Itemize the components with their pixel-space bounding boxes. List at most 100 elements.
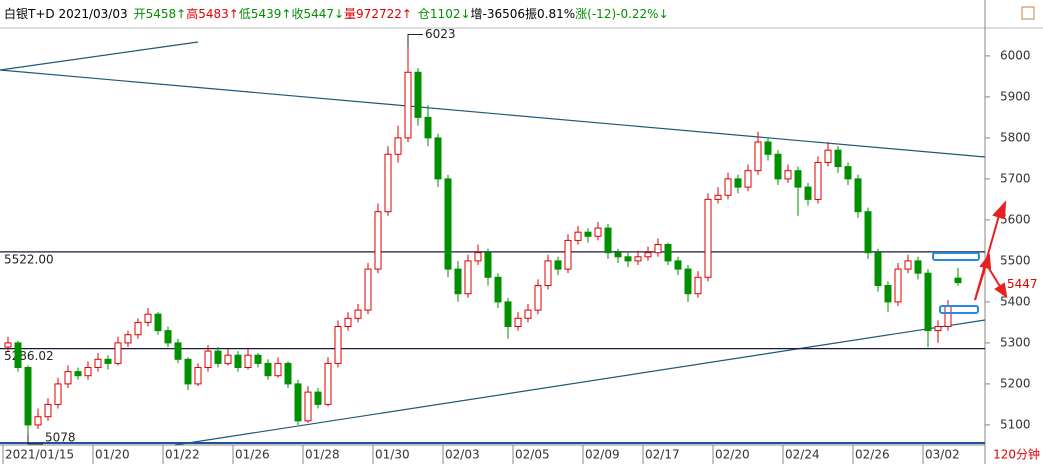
candle-body xyxy=(154,313,162,332)
candle-body xyxy=(494,276,502,303)
candle-body xyxy=(664,243,672,262)
y-tick-label: 6000 xyxy=(1000,48,1031,62)
candle-body xyxy=(194,367,202,385)
candle-body xyxy=(804,186,812,200)
candle-body xyxy=(904,260,912,270)
y-tick-label: 5900 xyxy=(1000,89,1031,103)
level-label: 5286.02 xyxy=(4,349,54,363)
candle-body xyxy=(924,272,932,332)
candle-body xyxy=(544,260,552,286)
candle-body xyxy=(244,354,252,369)
candle-body xyxy=(704,198,712,278)
candle-body xyxy=(384,153,392,213)
candle-body xyxy=(374,211,382,270)
candle-body xyxy=(814,161,822,200)
header: 白银T+D 2021/03/03 开5458↑高5483↑低5439↑收5447↓… xyxy=(4,6,669,21)
x-tick-label: 01/28 xyxy=(305,448,340,462)
header-item: 量972722↑ xyxy=(344,7,412,21)
candle-body xyxy=(594,227,602,237)
candle-body xyxy=(624,256,632,262)
y-tick-label: 5700 xyxy=(1000,171,1031,185)
candle-body xyxy=(934,326,942,332)
candle-body xyxy=(44,403,52,418)
x-tick-label: 2021/01/15 xyxy=(5,448,74,462)
candle-body xyxy=(744,170,752,188)
level-label: 5522.00 xyxy=(4,252,54,266)
candle-body xyxy=(884,284,892,303)
x-tick-label: 02/05 xyxy=(515,448,550,462)
candle-body xyxy=(774,153,782,180)
arrows xyxy=(974,200,1008,301)
candle-body xyxy=(434,137,442,180)
candle-body xyxy=(444,178,452,270)
timeframe-label: 120分钟 xyxy=(993,447,1040,462)
header-item: 涨(-12)-0.22%↓ xyxy=(575,6,668,21)
candle-body xyxy=(74,371,82,377)
candle-body xyxy=(874,252,882,286)
candle-body xyxy=(124,334,132,344)
candle-body xyxy=(834,149,842,168)
candle-body xyxy=(894,268,902,303)
x-tick-label: 01/26 xyxy=(235,448,270,462)
high-pointer xyxy=(407,33,423,47)
candle-body xyxy=(204,350,212,369)
candle-body xyxy=(724,178,732,196)
candle-body xyxy=(864,211,872,254)
x-tick-label: 02/17 xyxy=(645,448,680,462)
y-tick-label: 5800 xyxy=(1000,130,1031,144)
candle-body xyxy=(534,284,542,311)
candle-body xyxy=(294,383,302,422)
candle-body xyxy=(634,256,642,262)
y-tick-label: 5500 xyxy=(1000,253,1031,267)
header-item: 白银T+D 2021/03/03 xyxy=(4,6,128,21)
candle-body xyxy=(254,354,262,364)
header-item: 增-36506 xyxy=(471,7,526,21)
candle-body xyxy=(414,71,422,118)
x-tick-label: 01/22 xyxy=(165,448,200,462)
candle-body xyxy=(184,358,192,385)
candle-body xyxy=(684,268,692,295)
trend-line xyxy=(0,41,199,71)
candle-body xyxy=(914,260,922,274)
header-item: 开5458↑ xyxy=(134,7,187,21)
x-tick-label: 02/03 xyxy=(445,448,480,462)
zone-box xyxy=(932,252,980,261)
candle-body xyxy=(474,252,482,262)
candle-body xyxy=(134,321,142,336)
header-item: 收5447↓ xyxy=(291,7,344,21)
candle-body xyxy=(524,309,532,319)
trend-line xyxy=(174,319,986,446)
candle-body xyxy=(554,260,562,270)
candle-body xyxy=(314,391,322,405)
candle-body xyxy=(344,317,352,328)
high-label: 6023 xyxy=(425,27,456,41)
y-tick-label: 5200 xyxy=(1000,376,1031,390)
candle-body xyxy=(764,141,772,155)
candle-body xyxy=(714,194,722,200)
candle-body xyxy=(394,137,402,155)
candle-body xyxy=(604,227,612,254)
zone-box xyxy=(939,305,979,314)
candle-body xyxy=(364,268,372,311)
candle-body xyxy=(954,277,962,284)
window-icon[interactable] xyxy=(1021,6,1035,20)
y-tick-label: 5300 xyxy=(1000,335,1031,349)
candle-body xyxy=(224,354,232,364)
candle-body xyxy=(114,342,122,364)
x-tick-label: 01/30 xyxy=(375,448,410,462)
candle-body xyxy=(24,367,32,426)
candle-body xyxy=(794,170,802,188)
candle-body xyxy=(234,354,242,369)
x-tick-label: 02/26 xyxy=(855,448,890,462)
candle-body xyxy=(334,326,342,364)
candle-body xyxy=(274,362,282,377)
candle-body xyxy=(284,362,292,385)
candle-body xyxy=(214,350,222,364)
candle-body xyxy=(54,383,62,405)
header-item: 低5439↑ xyxy=(239,7,292,21)
candle-body xyxy=(324,362,332,405)
candle-body xyxy=(14,342,22,369)
candle-body xyxy=(454,268,462,295)
candle-body xyxy=(694,276,702,295)
